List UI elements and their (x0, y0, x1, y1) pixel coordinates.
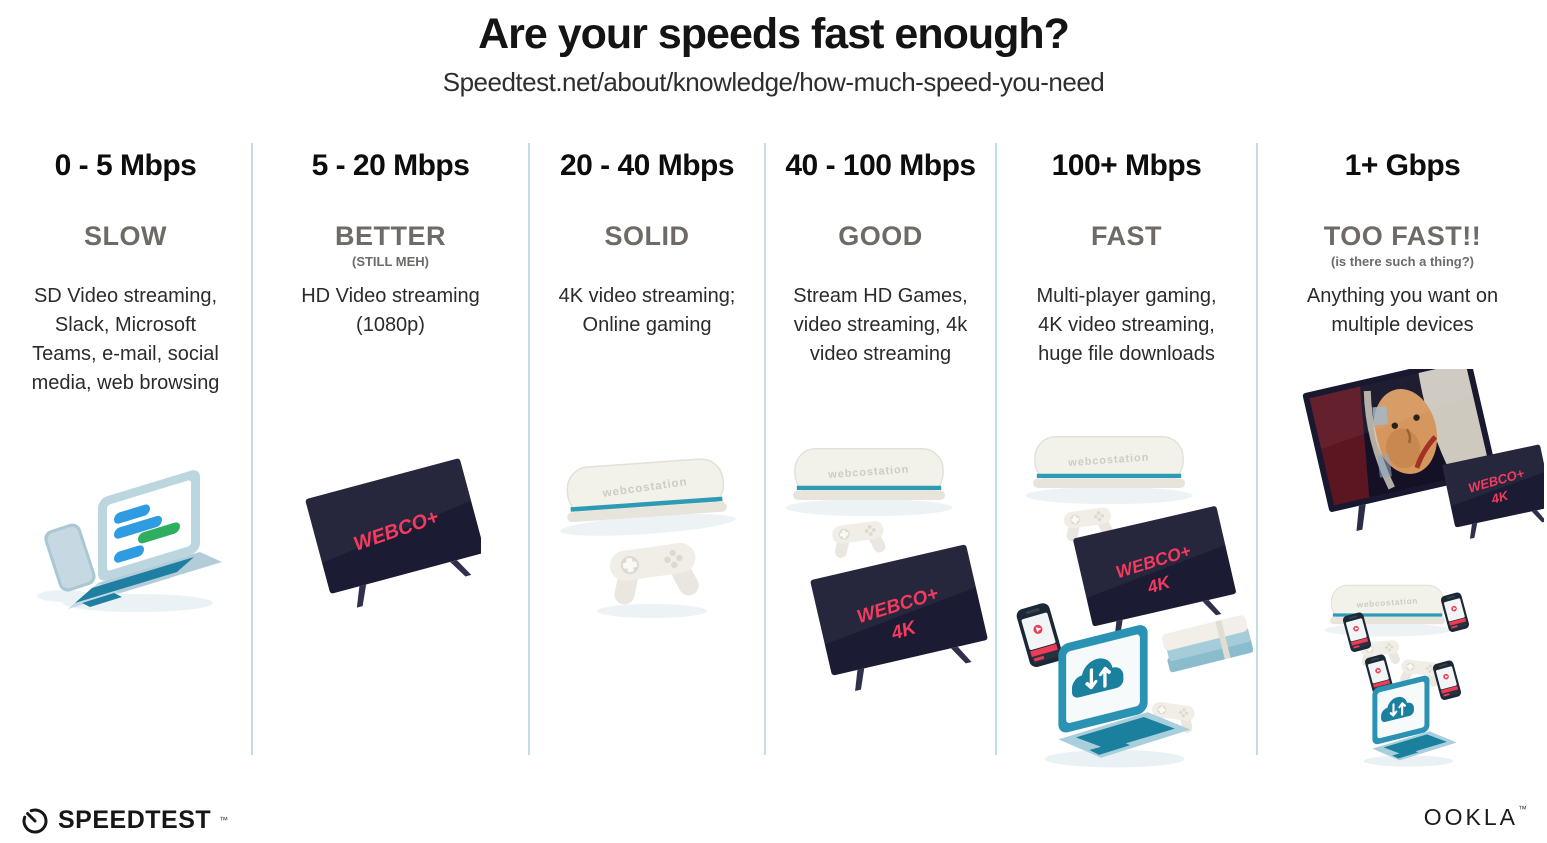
rating-note (530, 254, 764, 272)
header: Are your speeds fast enough? Speedtest.n… (0, 10, 1547, 98)
chat-bubble-icon (137, 522, 180, 544)
many-devices-icon: WEBCO+ 4K (1302, 355, 1547, 768)
trademark-mark: ™ (1518, 804, 1527, 814)
video-phone-icon (1431, 659, 1462, 701)
game-console-icon (1024, 435, 1193, 505)
speed-rating: TOO FAST!! (1323, 221, 1482, 251)
column-100-plus-mbps: 100+ Mbps FAST Multi-player gaming, 4K v… (997, 143, 1258, 770)
page-subtitle: Speedtest.net/about/knowledge/how-much-s… (442, 67, 1105, 97)
console-controller-icon (555, 456, 738, 618)
column-40-100-mbps: 40 - 100 Mbps GOOD Stream HD Games, vide… (766, 143, 997, 755)
tv-icon (304, 457, 490, 614)
4k-tv-small-icon: WEBCO+ 4K (1441, 444, 1547, 539)
laptop-chat-phone-icon (36, 470, 222, 612)
use-case-description: HD Video streaming (1080p) (301, 285, 480, 336)
speed-rating: SLOW (84, 221, 167, 251)
column-1-plus-gbps: 1+ Gbps TOO FAST!! (is there such a thin… (1258, 143, 1547, 768)
use-case-description: Anything you want on multiple devices (1306, 285, 1499, 336)
game-console-icon (555, 456, 738, 541)
game-controller-icon (829, 519, 888, 561)
column-0-5-mbps: 0 - 5 Mbps SLOW SD Video streaming, Slac… (0, 143, 253, 755)
game-controller-icon (605, 540, 704, 609)
rating-note (766, 254, 995, 272)
game-console-icon (784, 447, 953, 517)
speed-rating: FAST (1090, 221, 1162, 251)
video-phone-icon (1014, 601, 1064, 669)
chat-bubble-icon (113, 545, 144, 563)
ookla-logo: OOKLA™ (1424, 804, 1527, 831)
video-phone-icon (1439, 591, 1470, 633)
speed-range: 100+ Mbps (1051, 149, 1202, 182)
column-20-40-mbps: 20 - 40 Mbps SOLID 4K video streaming; O… (530, 143, 766, 755)
hd-tv-illustration (301, 451, 490, 621)
trademark-mark: ™ (219, 815, 229, 825)
use-case-description: Stream HD Games, video streaming, 4k vid… (793, 285, 968, 365)
use-case-description: SD Video streaming, Slack, Microsoft Tea… (31, 285, 220, 394)
laptop-phone-illustration (26, 451, 226, 621)
4k-tv-icon (809, 544, 992, 696)
speed-rating: SOLID (604, 221, 690, 251)
game-console-illustration (552, 443, 742, 633)
speed-range: 20 - 40 Mbps (559, 149, 735, 182)
phone-icon (43, 523, 96, 592)
chat-bubble-icon (113, 504, 150, 524)
white-teal-console-icon (1160, 614, 1254, 673)
speedtest-wordmark: SPEEDTEST (58, 805, 212, 834)
speed-range: 0 - 5 Mbps (54, 149, 197, 182)
speed-range: 40 - 100 Mbps (785, 149, 976, 182)
speed-range: 1+ Gbps (1344, 149, 1461, 182)
multi-device-icon (1014, 435, 1254, 770)
speed-columns: 0 - 5 Mbps SLOW SD Video streaming, Slac… (0, 143, 1547, 770)
rating-note: (STILL MEH) (351, 254, 430, 269)
chat-bubble-icon (113, 515, 162, 539)
rating-note (0, 254, 251, 272)
ookla-wordmark: OOKLA (1423, 804, 1518, 830)
page-title: Are your speeds fast enough? (478, 10, 1070, 58)
game-console-icon (1323, 584, 1451, 637)
console-and-4k-tv-illustration (771, 443, 992, 698)
speed-range: 5 - 20 Mbps (311, 149, 470, 182)
laptop-screen-with-chat (97, 470, 200, 581)
many-devices-illustration: WEBCO+ 4K (1262, 355, 1547, 778)
speed-rating: BETTER (335, 221, 446, 251)
hd-tv-icon (304, 457, 490, 614)
speedtest-gauge-icon (22, 808, 48, 834)
console-tv-icon (784, 447, 992, 696)
rating-note: (is there such a thing?) (1330, 254, 1474, 269)
rating-note (997, 254, 1256, 272)
speed-rating: GOOD (838, 221, 923, 251)
use-case-description: 4K video streaming; Online gaming (558, 285, 736, 336)
tv-4k-label: 4K (1488, 487, 1511, 507)
multi-device-illustration (1001, 431, 1254, 778)
speedtest-logo: SPEEDTEST ™ (20, 805, 228, 835)
column-5-20-mbps: 5 - 20 Mbps BETTER (STILL MEH) HD Video … (253, 143, 530, 755)
use-case-description: Multi-player gaming, 4K video streaming,… (1036, 285, 1217, 365)
